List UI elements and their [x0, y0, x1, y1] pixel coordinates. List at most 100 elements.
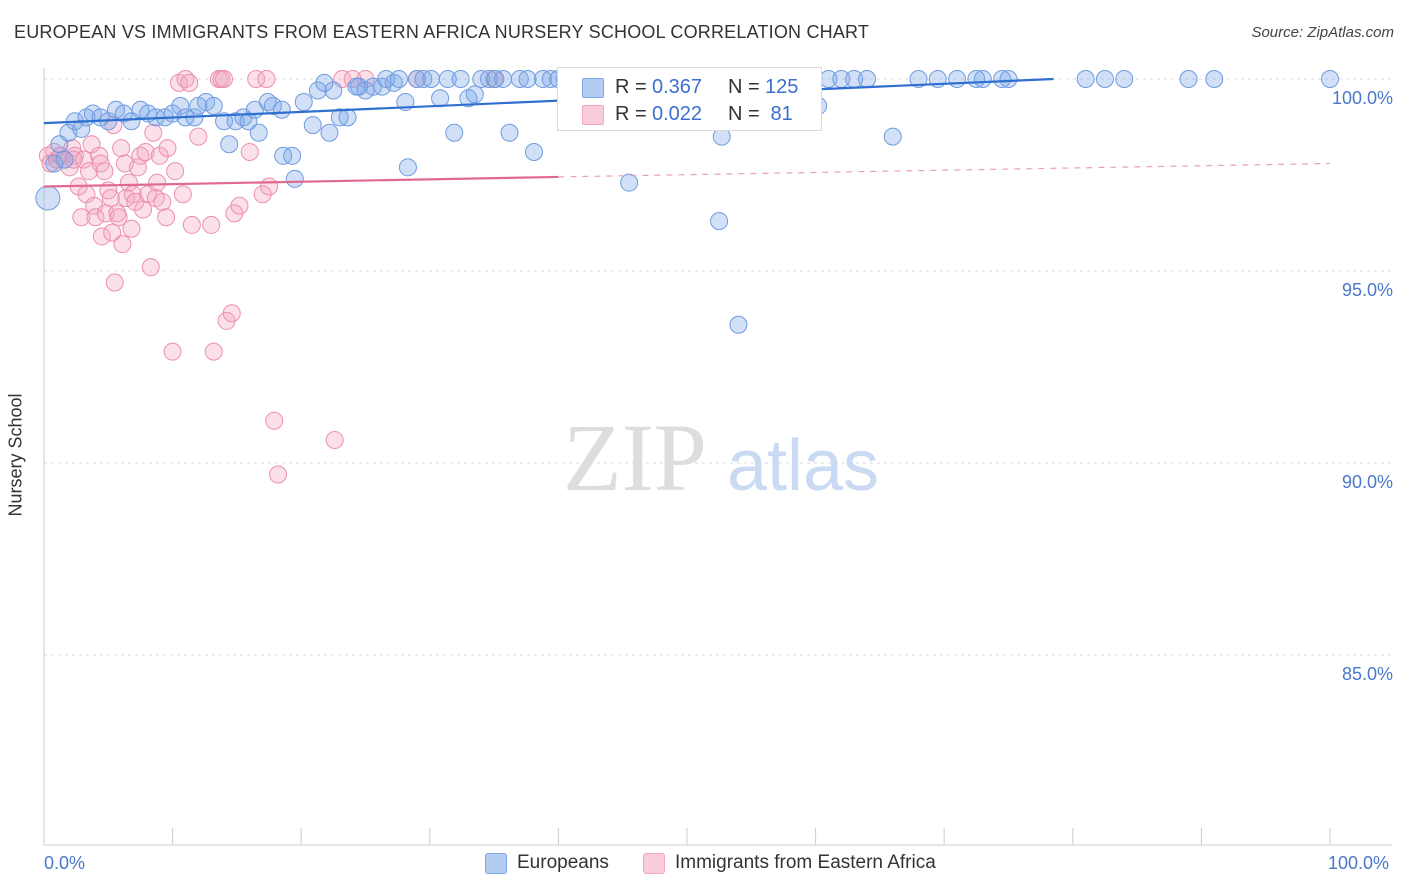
immigrant-point [325, 430, 344, 449]
european-point [510, 70, 529, 88]
immigrant-point [95, 162, 114, 181]
grid-lines [44, 78, 1392, 656]
european-point [285, 169, 304, 188]
y-axis-label: Nursery School [5, 393, 26, 517]
european-point [524, 142, 543, 161]
european-point [438, 70, 457, 88]
immigrant-point [158, 139, 177, 158]
immigrant-point [112, 139, 131, 158]
immigrant-point [141, 258, 160, 277]
european-point [72, 119, 91, 138]
immigrant-point [222, 304, 241, 323]
european-point [451, 70, 470, 88]
immigrant-point [74, 150, 93, 169]
european-point [303, 116, 322, 135]
x-tick-label-max: 100.0% [1328, 853, 1390, 873]
chart-title: EUROPEAN VS IMMIGRANTS FROM EASTERN AFRI… [14, 22, 870, 42]
y-tick-labels: 100.0% 95.0% 90.0% 85.0% [1332, 88, 1393, 684]
immigrant-point [72, 208, 91, 227]
axes [43, 68, 1392, 846]
european-point [324, 81, 343, 100]
legend-n-label: N = [728, 76, 760, 98]
immigrant-point [150, 146, 169, 165]
european-point [1321, 70, 1339, 88]
european-point [422, 70, 441, 88]
european-point [389, 70, 408, 88]
watermark: ZIP atlas [563, 404, 879, 511]
immigrant-point [105, 273, 124, 292]
european-point [948, 70, 967, 88]
european-point [249, 123, 268, 142]
immigrant-point [215, 70, 234, 88]
immigrant-point [92, 227, 111, 246]
immigrant-point [257, 70, 276, 88]
y-tick-label: 95.0% [1342, 280, 1393, 300]
european-point [1115, 70, 1134, 88]
european-point [274, 146, 293, 165]
european-point [710, 212, 729, 231]
immigrant-point [144, 123, 163, 142]
european-point [171, 96, 190, 115]
immigrant-point [265, 411, 284, 430]
immigrant-point [119, 173, 138, 192]
immigrant-point [189, 127, 208, 146]
european-point [883, 127, 902, 146]
bottom-legend-label-europeans: Europeans [517, 852, 609, 873]
immigrant-point [182, 215, 201, 234]
immigrant-point [157, 208, 176, 227]
european-point [431, 89, 450, 108]
immigrant-point [173, 185, 192, 204]
watermark-zip: ZIP [563, 404, 707, 511]
immigrant-point [122, 219, 141, 238]
immigrant-point [64, 150, 83, 169]
european-point [338, 108, 357, 127]
european-point [1076, 70, 1095, 88]
immigrants-points [38, 70, 504, 484]
immigrant-point [163, 342, 182, 361]
european-point [239, 112, 258, 131]
european-point [486, 70, 505, 88]
european-point [330, 108, 349, 127]
european-point [973, 70, 992, 88]
y-tick-label: 85.0% [1342, 664, 1393, 684]
european-point [283, 146, 302, 165]
european-point [465, 85, 484, 104]
european-point [272, 100, 291, 119]
watermark-atlas: atlas [727, 426, 879, 506]
european-point [1205, 70, 1224, 88]
bottom-legend-swatch-immigrants [643, 853, 665, 874]
source-label: Source: ZipAtlas.com [1251, 24, 1394, 41]
immigrant-point [153, 192, 172, 211]
european-point [1095, 70, 1114, 88]
european-point [35, 185, 61, 211]
european-point [533, 70, 552, 88]
european-point [315, 73, 334, 92]
immigrant-point [148, 173, 167, 192]
immigrants-trend-line [43, 175, 559, 188]
european-point [858, 70, 877, 88]
european-point [45, 154, 64, 173]
immigrant-point [166, 162, 185, 181]
y-tick-label: 100.0% [1332, 88, 1393, 108]
european-point [204, 96, 223, 115]
immigrant-point [128, 158, 147, 177]
immigrants-trend-extension [558, 162, 1331, 178]
immigrant-point [269, 465, 288, 484]
european-point [620, 173, 639, 192]
immigrant-point [86, 208, 105, 227]
european-point [909, 70, 928, 88]
trend-lines [43, 77, 1331, 188]
european-point [494, 70, 513, 88]
european-point [294, 93, 313, 112]
legend-r-value: 0.367 [652, 76, 703, 98]
legend-swatch-europeans [582, 78, 604, 98]
european-point [729, 315, 748, 334]
immigrant-point [260, 177, 279, 196]
immigrant-point [202, 215, 221, 234]
european-point [350, 77, 369, 96]
european-point [445, 123, 464, 142]
immigrant-point [253, 185, 272, 204]
bottom-legend-swatch-europeans [485, 853, 507, 874]
european-point [407, 70, 426, 88]
